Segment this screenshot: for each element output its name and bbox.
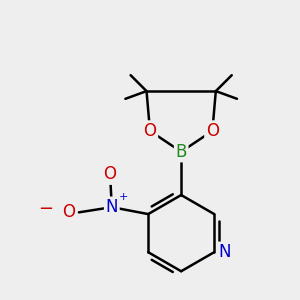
Text: O: O xyxy=(62,203,75,221)
Text: O: O xyxy=(103,165,117,183)
Text: N: N xyxy=(106,198,118,216)
Text: N: N xyxy=(218,243,231,261)
Text: O: O xyxy=(206,122,219,140)
Text: −: − xyxy=(38,200,53,218)
Text: +: + xyxy=(118,192,128,202)
Text: O: O xyxy=(143,122,157,140)
Text: B: B xyxy=(176,143,187,161)
